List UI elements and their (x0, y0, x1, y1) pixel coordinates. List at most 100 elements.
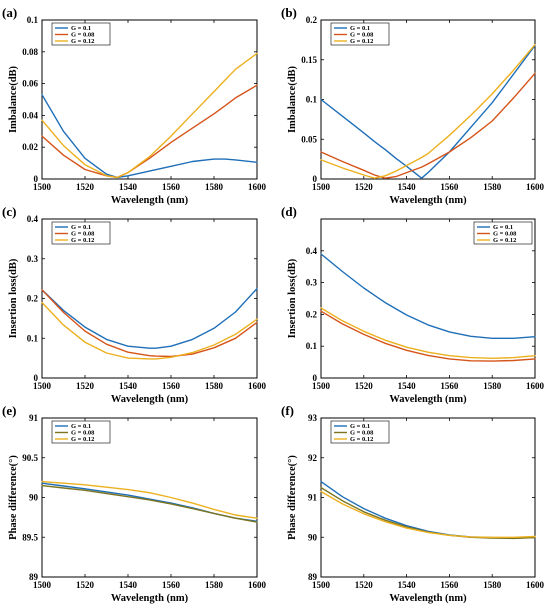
legend-entry-label: G = 0.08 (71, 32, 95, 39)
y-tick-label: 91 (308, 493, 318, 503)
legend-entry-label: G = 0.12 (71, 38, 94, 45)
y-tick-label: 90 (29, 493, 39, 503)
legend-entry-label: G = 0.12 (350, 38, 373, 45)
y-tick-label: 0.2 (306, 309, 318, 319)
x-axis-label: Wavelength (nm) (111, 593, 189, 604)
legend: G = 0.1G = 0.08G = 0.12 (51, 420, 111, 444)
panel-label: (b) (281, 5, 297, 20)
y-tick-label: 0.2 (27, 294, 39, 304)
x-tick-label: 1540 (119, 182, 138, 192)
y-tick-label: 0 (313, 174, 318, 184)
series-line-3 (320, 43, 536, 179)
legend-entry-label: G = 0.12 (350, 436, 373, 443)
y-tick-label: 0.1 (306, 95, 318, 105)
y-tick-label: 0.3 (306, 278, 318, 288)
y-tick-label: 93 (308, 413, 318, 423)
y-tick-label: 89 (29, 572, 39, 582)
legend-entry-label: G = 0.12 (493, 237, 516, 244)
x-tick-label: 1600 (248, 182, 267, 192)
panel-label: (d) (281, 204, 297, 219)
panel-label: (f) (281, 403, 294, 418)
legend: G = 0.1G = 0.08G = 0.12 (51, 221, 111, 245)
chart-panel-6: 1500 1520 1540 1560 1580 1600 89 90 91 92 93 Wavele… (281, 403, 545, 604)
series-line-1 (320, 253, 536, 339)
y-tick-label: 0.08 (22, 47, 38, 57)
y-tick-label: 91 (29, 413, 39, 423)
series-line-3 (320, 490, 536, 538)
x-tick-label: 1560 (440, 381, 459, 391)
y-tick-label: 0.3 (27, 254, 39, 264)
legend-entry-label: G = 0.1 (71, 25, 91, 32)
series-line-3 (320, 307, 536, 359)
panel-label: (e) (2, 403, 16, 418)
x-axis-label: Wavelength (nm) (389, 394, 467, 405)
y-tick-label: 90.5 (22, 453, 38, 463)
series-line-2 (320, 72, 536, 179)
x-tick-label: 1600 (248, 580, 267, 590)
legend-entry-label: G = 0.08 (493, 231, 517, 238)
x-tick-label: 1520 (355, 182, 374, 192)
x-tick-label: 1520 (76, 381, 95, 391)
x-tick-label: 1580 (483, 182, 502, 192)
series-line-1 (320, 480, 536, 539)
chart-panel-3: 1500 1520 1540 1560 1580 1600 0 0.1 0.2 0.3 0.4 Wav… (2, 204, 267, 405)
x-tick-label: 1500 (312, 182, 331, 192)
panel-label: (a) (2, 5, 17, 20)
legend: G = 0.1G = 0.08G = 0.12 (51, 22, 111, 46)
legend-entry-label: G = 0.12 (71, 237, 94, 244)
series-line-1 (41, 93, 258, 179)
x-tick-label: 1540 (398, 580, 417, 590)
panel-label: (c) (2, 204, 16, 219)
x-tick-label: 1500 (33, 182, 52, 192)
series-line-1 (41, 287, 258, 349)
x-axis-label: Wavelength (nm) (389, 195, 467, 206)
chart-panel-4: 1500 1520 1540 1560 1580 1600 0 0.1 0.2 0.3 0.4 Wav… (281, 204, 545, 405)
x-tick-label: 1560 (440, 182, 459, 192)
y-axis-label: Imbalance(dB) (287, 65, 298, 133)
x-tick-label: 1600 (526, 381, 545, 391)
y-tick-label: 90 (308, 532, 318, 542)
legend: G = 0.1G = 0.08G = 0.12 (473, 221, 533, 245)
y-tick-label: 0.04 (22, 110, 38, 120)
legend-entry-label: G = 0.08 (71, 231, 95, 238)
x-tick-label: 1500 (312, 580, 331, 590)
chart-panel-2: 1500 1520 1540 1560 1580 1600 0 0.05 0.1 0.15 0.2 W… (281, 5, 545, 206)
x-tick-label: 1540 (119, 580, 138, 590)
series-line-2 (41, 84, 258, 179)
x-tick-label: 1520 (355, 580, 374, 590)
x-tick-label: 1520 (355, 381, 374, 391)
x-tick-label: 1600 (526, 182, 545, 192)
legend-entry-label: G = 0.08 (350, 430, 374, 437)
x-tick-label: 1500 (312, 381, 331, 391)
y-tick-label: 0.1 (27, 15, 39, 25)
legend-entry-label: G = 0.1 (493, 224, 513, 231)
x-tick-label: 1520 (76, 580, 95, 590)
x-tick-label: 1540 (398, 381, 417, 391)
x-tick-label: 1580 (483, 580, 502, 590)
x-tick-label: 1500 (33, 381, 52, 391)
legend-entry-label: G = 0.1 (350, 423, 370, 430)
x-tick-label: 1500 (33, 580, 52, 590)
y-axis-label: Insertion loss(dB) (287, 258, 298, 338)
plot-area-frame (320, 218, 536, 379)
x-axis-label: Wavelength (nm) (389, 593, 467, 604)
legend-entry-label: G = 0.1 (71, 224, 91, 231)
x-tick-label: 1560 (162, 182, 181, 192)
x-tick-label: 1600 (526, 580, 545, 590)
chart-panel-5: 1500 1520 1540 1560 1580 1600 89 89.5 90 90.5 91 Wa… (2, 403, 267, 604)
x-tick-label: 1540 (398, 182, 417, 192)
x-tick-label: 1560 (162, 580, 181, 590)
y-axis-label: Imbalance(dB) (8, 65, 19, 133)
series-line-2 (41, 289, 258, 358)
x-tick-label: 1520 (76, 182, 95, 192)
legend-entry-label: G = 0.08 (71, 430, 95, 437)
x-tick-label: 1600 (248, 381, 267, 391)
y-axis-label: Phase difference(°) (8, 455, 19, 540)
series-line-2 (320, 310, 536, 362)
series-line-2 (41, 484, 258, 523)
y-tick-label: 0.2 (306, 15, 318, 25)
y-tick-label: 0 (34, 373, 39, 383)
series-line-3 (41, 52, 258, 179)
x-tick-label: 1540 (119, 381, 138, 391)
